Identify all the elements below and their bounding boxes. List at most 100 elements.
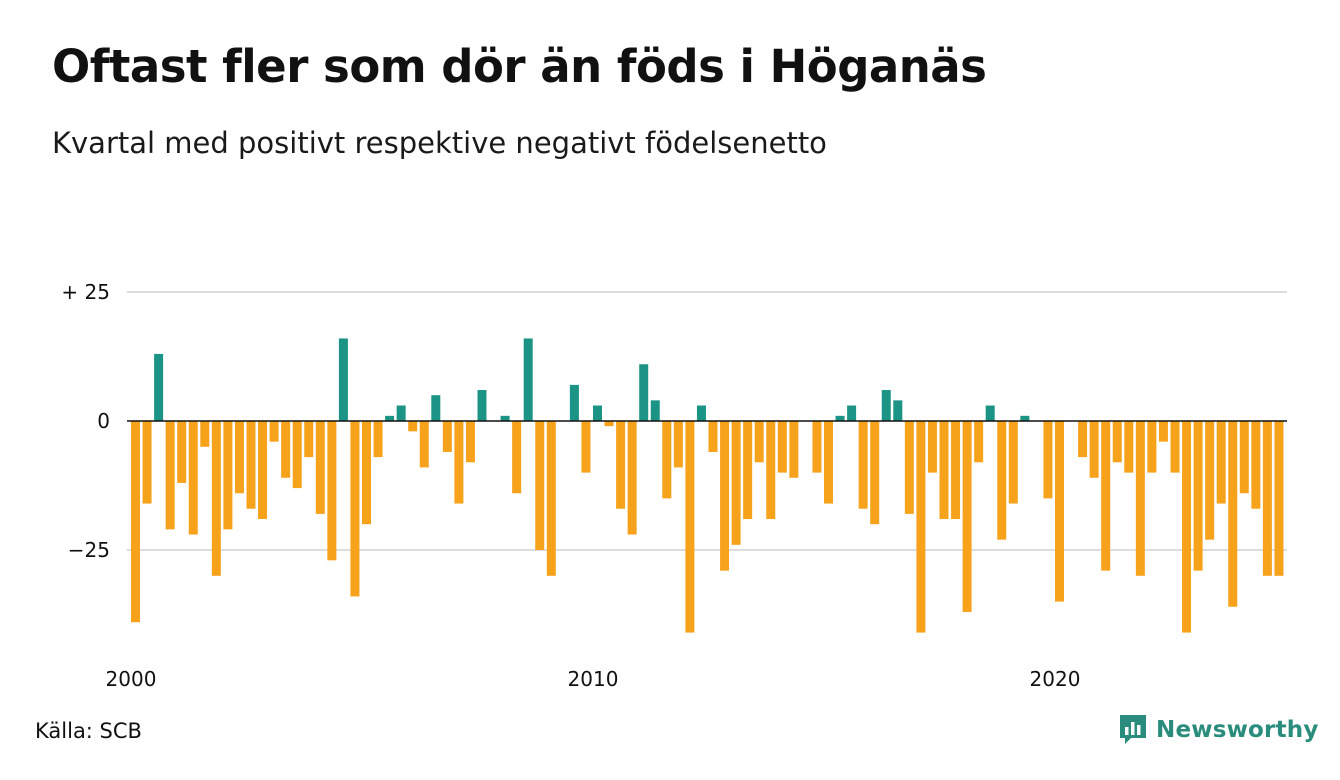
bar-negative bbox=[442, 421, 452, 452]
bar-negative bbox=[1251, 421, 1261, 509]
bar-positive bbox=[431, 395, 441, 421]
bar-negative bbox=[1101, 421, 1111, 571]
bar-negative bbox=[188, 421, 198, 535]
x-tick-label: 2010 bbox=[568, 667, 619, 691]
x-tick-label: 2020 bbox=[1030, 667, 1081, 691]
bar-positive bbox=[593, 405, 602, 421]
bar-negative bbox=[1274, 421, 1284, 576]
bar-negative bbox=[362, 421, 371, 525]
bar-positive bbox=[881, 390, 891, 421]
bar-negative bbox=[743, 421, 753, 520]
bar-negative bbox=[604, 421, 614, 427]
bar-negative bbox=[616, 421, 626, 509]
bar-negative bbox=[1008, 421, 1018, 504]
bar-positive bbox=[569, 384, 579, 421]
bar-negative bbox=[1228, 421, 1238, 607]
bar-negative bbox=[419, 421, 429, 468]
bar-negative bbox=[292, 421, 302, 489]
bar-positive bbox=[477, 390, 487, 421]
bar-negative bbox=[997, 421, 1007, 540]
bar-negative bbox=[1170, 421, 1180, 473]
bar-positive bbox=[639, 364, 649, 421]
bar-negative bbox=[234, 421, 244, 494]
bar-negative bbox=[165, 421, 175, 530]
bar-positive bbox=[154, 353, 164, 421]
bar-positive bbox=[893, 400, 903, 421]
bar-negative bbox=[454, 421, 464, 504]
bar-negative bbox=[1205, 421, 1215, 540]
bar-negative bbox=[1043, 421, 1053, 499]
bar-negative bbox=[962, 421, 972, 612]
bar-negative bbox=[258, 421, 268, 520]
bar-negative bbox=[177, 421, 187, 483]
bar-positive bbox=[523, 338, 533, 421]
y-tick-label: + 25 bbox=[61, 280, 110, 304]
bar-negative bbox=[1124, 421, 1134, 473]
bar-negative bbox=[142, 421, 152, 504]
bar-negative bbox=[766, 421, 776, 520]
y-tick-label: −25 bbox=[68, 538, 110, 562]
brand-name: Newsworthy bbox=[1156, 717, 1319, 743]
bar-negative bbox=[327, 421, 337, 561]
bar-negative bbox=[304, 421, 314, 458]
bar-negative bbox=[465, 421, 475, 463]
bar-negative bbox=[131, 421, 140, 623]
bar-negative bbox=[904, 421, 914, 514]
bar-negative bbox=[777, 421, 787, 473]
newsworthy-logo-icon bbox=[1120, 715, 1146, 744]
bar-negative bbox=[789, 421, 799, 478]
bar-negative bbox=[581, 421, 591, 473]
bar-negative bbox=[951, 421, 961, 520]
bar-negative bbox=[512, 421, 522, 494]
bar-negative bbox=[1112, 421, 1122, 463]
bar-positive bbox=[396, 405, 406, 421]
bar-negative bbox=[870, 421, 880, 525]
bar-negative bbox=[731, 421, 741, 545]
chart-subtitle: Kvartal med positivt respektive negativt… bbox=[52, 126, 827, 160]
bar-negative bbox=[1078, 421, 1088, 458]
bar-positive bbox=[847, 405, 857, 421]
bar-positive bbox=[385, 415, 395, 421]
bar-negative bbox=[708, 421, 718, 452]
bar-negative bbox=[1055, 421, 1064, 602]
bar-negative bbox=[1193, 421, 1203, 571]
bar-negative bbox=[858, 421, 868, 509]
bar-negative bbox=[685, 421, 695, 633]
bar-negative bbox=[916, 421, 926, 633]
bar-negative bbox=[1089, 421, 1099, 478]
bar-negative bbox=[211, 421, 221, 576]
bar-negative bbox=[200, 421, 210, 447]
bar-negative bbox=[535, 421, 545, 550]
bar-positive bbox=[696, 405, 706, 421]
bar-negative bbox=[939, 421, 949, 520]
bar-negative bbox=[373, 421, 383, 458]
bar-positive bbox=[1020, 415, 1030, 421]
bar-positive bbox=[650, 400, 660, 421]
bar-negative bbox=[1216, 421, 1226, 504]
bar-negative bbox=[754, 421, 764, 463]
bar-negative bbox=[1147, 421, 1157, 473]
bar-negative bbox=[315, 421, 325, 514]
brand-logo: Newsworthy bbox=[1118, 713, 1319, 747]
bar-positive bbox=[338, 338, 348, 421]
bar-negative bbox=[974, 421, 984, 463]
bar-negative bbox=[1135, 421, 1145, 576]
bar-negative bbox=[546, 421, 556, 576]
bar-positive bbox=[985, 405, 995, 421]
bar-negative bbox=[223, 421, 233, 530]
bar-negative bbox=[824, 421, 833, 504]
bar-negative bbox=[350, 421, 360, 597]
bar-negative bbox=[720, 421, 730, 571]
bar-negative bbox=[662, 421, 672, 499]
bar-negative bbox=[673, 421, 683, 468]
y-tick-label: 0 bbox=[97, 409, 110, 433]
x-tick-label: 2000 bbox=[106, 667, 157, 691]
source-note: Källa: SCB bbox=[35, 719, 142, 743]
bar-negative bbox=[1182, 421, 1192, 633]
bar-negative bbox=[1239, 421, 1249, 494]
bar-positive bbox=[835, 415, 845, 421]
bar-negative bbox=[1262, 421, 1272, 576]
bar-negative bbox=[627, 421, 637, 535]
bar-negative bbox=[246, 421, 256, 509]
